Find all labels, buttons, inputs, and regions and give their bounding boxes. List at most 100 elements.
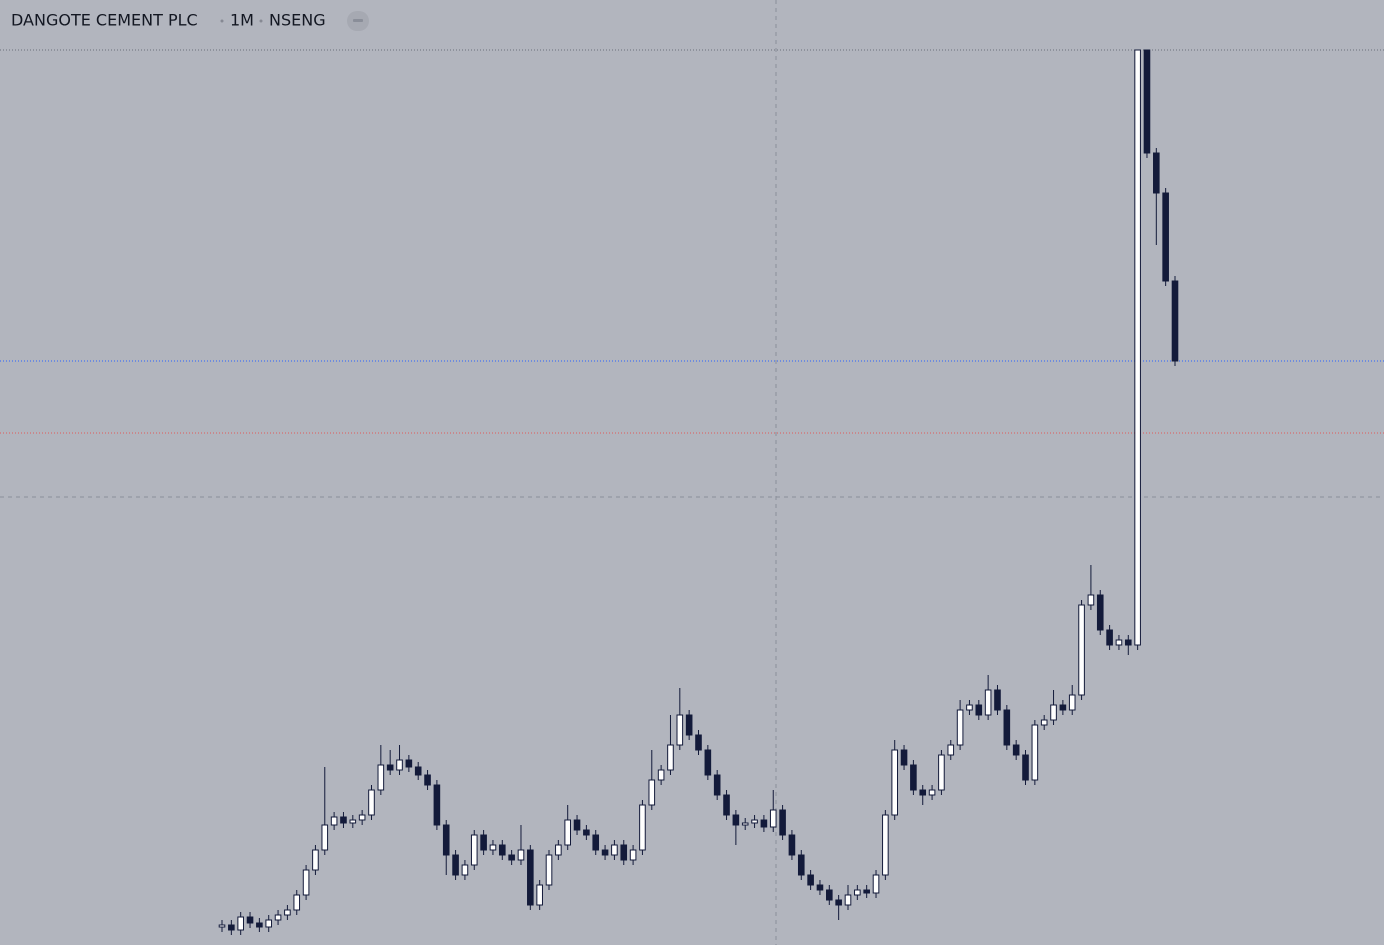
candle-body — [667, 744, 674, 771]
candle-body — [414, 766, 422, 776]
candle-body — [854, 889, 861, 896]
candle-body — [956, 709, 964, 746]
candle-body — [966, 704, 973, 711]
candle-body — [751, 819, 758, 824]
candle-body — [1106, 629, 1113, 646]
candle-body — [302, 869, 310, 896]
candle-body — [1162, 192, 1169, 282]
candle-body — [826, 889, 833, 901]
exchange: NSENG — [269, 11, 326, 30]
candle-body — [629, 849, 637, 861]
candle-body — [891, 749, 899, 816]
candle-body — [779, 809, 786, 836]
candle-body — [349, 819, 357, 824]
candle-body — [1003, 709, 1011, 746]
candle-body — [1171, 280, 1179, 362]
candle-body — [723, 794, 730, 816]
candle-body — [480, 834, 487, 851]
candle-body — [545, 854, 553, 886]
candle-body — [657, 769, 665, 781]
candle-body — [237, 916, 244, 931]
candle-body — [947, 744, 955, 756]
candle-body — [1124, 639, 1132, 646]
candle-body — [928, 789, 936, 796]
candle-body — [1078, 604, 1085, 696]
candle-body — [611, 844, 618, 856]
candle-body — [1040, 719, 1048, 726]
candles — [0, 49, 1384, 935]
candle-body — [284, 909, 291, 916]
candle-body — [592, 834, 600, 851]
candle-body — [498, 844, 506, 856]
separator — [220, 19, 224, 23]
candle-body — [863, 889, 870, 894]
candle-body — [741, 822, 749, 826]
candle-body — [330, 816, 338, 826]
candle-body — [704, 749, 712, 776]
candle-body — [1012, 744, 1020, 756]
candle-body — [975, 704, 983, 716]
candle-body — [620, 844, 628, 861]
candle-body — [517, 849, 525, 861]
candle-body — [228, 924, 235, 931]
candle-body — [1068, 694, 1076, 711]
candle-body — [489, 844, 497, 851]
candle-body — [919, 789, 927, 796]
candle-body — [470, 834, 478, 866]
candle-body — [844, 894, 852, 906]
candle-body — [676, 714, 684, 746]
candle-body — [1050, 704, 1057, 721]
candle-body — [1153, 152, 1160, 194]
candle-body — [256, 922, 263, 928]
collapse-icon — [353, 19, 363, 22]
candle-body — [760, 819, 768, 828]
candle-body — [835, 899, 842, 906]
candle-body — [1096, 594, 1104, 631]
candle-body — [340, 816, 347, 824]
candle-body — [1059, 704, 1067, 711]
candle-body — [508, 854, 515, 861]
candle-body — [424, 774, 431, 786]
candle-body — [442, 824, 450, 856]
candle-body — [312, 849, 319, 871]
candle-body — [461, 864, 469, 876]
symbol-title: DANGOTE CEMENT PLC — [11, 11, 198, 30]
candle-body — [807, 874, 814, 886]
candle-body — [900, 749, 908, 766]
candle-body — [564, 819, 571, 846]
candle-body — [639, 804, 646, 851]
candle-body — [368, 789, 375, 816]
candle-body — [386, 764, 394, 771]
candle-body — [1134, 49, 1141, 646]
candle-body — [601, 849, 609, 856]
candle-body — [882, 814, 889, 876]
separator — [259, 19, 263, 23]
candle-body — [695, 734, 702, 751]
candle-body — [358, 814, 366, 821]
candle-body — [555, 844, 562, 856]
candle-body — [405, 759, 413, 768]
candle-body — [583, 829, 590, 836]
candle-body — [769, 809, 777, 828]
candle-body — [994, 689, 1001, 711]
candle-body — [816, 884, 824, 891]
candle-body — [685, 714, 693, 736]
candle-body — [527, 849, 534, 906]
candle-body — [377, 764, 385, 791]
candle-body — [984, 689, 992, 716]
candle-body — [433, 784, 441, 826]
candle-body — [1115, 639, 1123, 646]
candle-body — [713, 774, 721, 796]
candle-body — [938, 754, 945, 791]
candle-body — [396, 759, 403, 771]
candle-body — [573, 819, 581, 831]
candle-body — [536, 884, 543, 906]
candle-body — [321, 824, 329, 851]
candle-body — [1087, 594, 1095, 606]
interval: 1M — [230, 11, 254, 30]
candle-body — [218, 924, 226, 928]
candle-body — [265, 919, 273, 928]
candle-body — [274, 914, 282, 921]
candle-body — [788, 834, 796, 856]
